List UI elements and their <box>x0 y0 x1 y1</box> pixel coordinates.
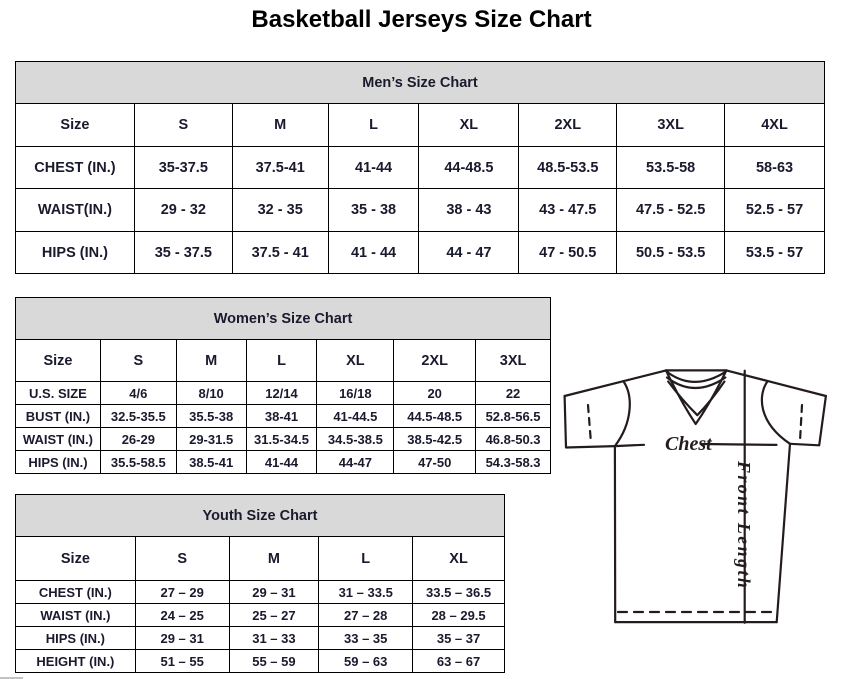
svg-text:Chest: Chest <box>665 433 713 455</box>
svg-text:Front Length: Front Length <box>734 460 754 590</box>
